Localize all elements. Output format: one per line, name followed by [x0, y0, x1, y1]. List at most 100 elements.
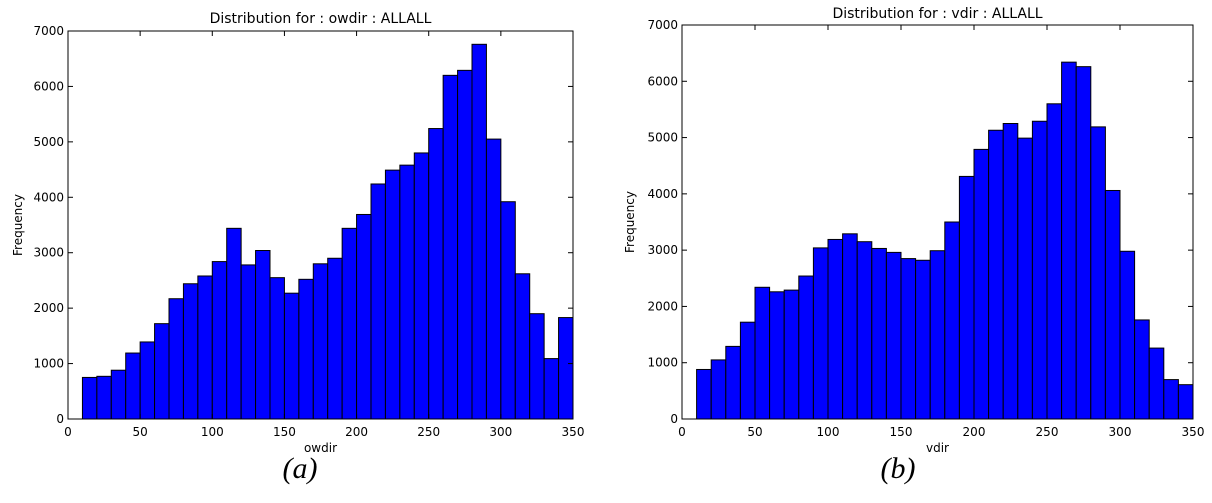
- histogram-bar: [973, 148, 990, 420]
- x-tick-label: 50: [747, 425, 762, 439]
- y-tick-label: 1000: [647, 356, 678, 370]
- histogram-bar: [110, 369, 127, 420]
- bars: [696, 61, 1194, 420]
- y-tick-label: 4000: [647, 187, 678, 201]
- histogram-bar: [754, 286, 771, 420]
- histogram-bar: [514, 273, 531, 420]
- y-tick-label: 6000: [647, 74, 678, 88]
- y-tick-label: 3000: [33, 246, 64, 260]
- histogram-bar: [783, 289, 800, 420]
- histogram-bar: [1177, 384, 1194, 420]
- histogram-bar: [827, 238, 844, 420]
- y-tick-label: 2000: [33, 301, 64, 315]
- histogram-bar: [384, 169, 401, 420]
- histogram-bar: [471, 43, 487, 420]
- histogram-bar: [298, 278, 314, 420]
- histogram-bar: [139, 341, 156, 420]
- histogram-bar: [255, 250, 271, 420]
- histogram-bar: [529, 313, 545, 420]
- x-tick-label: 150: [273, 425, 296, 439]
- histogram-bar: [1119, 250, 1136, 420]
- y-tick-label: 2000: [647, 299, 678, 313]
- histogram-bar: [739, 321, 756, 420]
- histogram-bar: [168, 298, 184, 420]
- histogram-bar: [240, 264, 257, 420]
- histogram-bar: [1090, 126, 1106, 420]
- histogram-bar: [1075, 66, 1092, 420]
- histogram-bar: [885, 251, 902, 420]
- histogram-bar: [696, 368, 712, 420]
- plot-frame: [681, 24, 1194, 420]
- histogram-bar: [485, 138, 502, 420]
- histogram-bar: [710, 359, 727, 420]
- y-tick-label: 0: [56, 412, 64, 426]
- histogram-bar: [283, 292, 300, 420]
- caption-a: (a): [282, 452, 318, 485]
- histogram-bar: [370, 183, 386, 420]
- histogram-bar: [312, 263, 329, 420]
- y-tick-label: 4000: [33, 190, 64, 204]
- histogram-bar: [1002, 123, 1019, 420]
- histogram-bar: [929, 250, 946, 420]
- histogram-bar: [1148, 347, 1165, 420]
- histogram-bar: [812, 247, 829, 420]
- histogram-bar: [96, 375, 112, 420]
- histogram-bar: [958, 175, 975, 420]
- chart-title: Distribution for : owdir : ALLALL: [210, 11, 432, 27]
- histogram-bar: [944, 221, 960, 420]
- histogram-bar: [1031, 120, 1048, 420]
- histogram-bar: [1104, 189, 1121, 420]
- histogram-bar: [988, 129, 1004, 420]
- histogram-bar: [125, 352, 141, 420]
- histogram-bar: [442, 74, 459, 420]
- histogram-bar: [428, 128, 444, 420]
- histogram-bar: [725, 345, 741, 420]
- y-tick-label: 7000: [33, 24, 64, 38]
- x-tick-label: 50: [133, 425, 148, 439]
- owdir-histogram: 0 50 100 150 200 250 300 350 0 1000 2000 3000 4000 50…: [11, 11, 584, 455]
- x-tick-label: 250: [417, 425, 440, 439]
- histogram-bar: [842, 233, 858, 420]
- histogram-bar: [211, 261, 228, 420]
- y-axis-label: Frequency: [11, 194, 25, 256]
- histogram-bar: [1163, 379, 1179, 420]
- histogram-bar: [182, 283, 199, 420]
- y-tick-label: 7000: [647, 18, 678, 32]
- histogram-bar: [1046, 103, 1063, 420]
- histogram-bar: [399, 164, 415, 420]
- caption-b: (b): [880, 452, 916, 485]
- histogram-bar: [457, 69, 473, 420]
- histogram-bar: [558, 317, 574, 420]
- x-tick-label: 300: [489, 425, 512, 439]
- y-tick-label: 5000: [33, 135, 64, 149]
- histogram-bar: [197, 275, 213, 420]
- x-tick-label: 200: [345, 425, 368, 439]
- vdir-histogram: 0 50 100 150 200 250 300 350 0 1000 2000 3000 4000 50…: [623, 6, 1204, 455]
- x-tick-label: 0: [678, 425, 686, 439]
- histogram-bar: [900, 258, 917, 420]
- y-tick-label: 3000: [647, 243, 678, 257]
- y-tick-label: 5000: [647, 131, 678, 145]
- x-tick-label: 350: [562, 425, 585, 439]
- histogram-bar: [327, 257, 343, 420]
- histogram-bar: [1061, 61, 1077, 420]
- y-tick-label: 0: [670, 412, 678, 426]
- bars: [81, 43, 574, 420]
- x-tick-label: 350: [1182, 425, 1205, 439]
- x-tick-label: 0: [64, 425, 72, 439]
- histogram-bar: [226, 227, 242, 420]
- histogram-bar: [413, 152, 430, 420]
- histogram-bar: [915, 259, 931, 420]
- histogram-bar: [856, 241, 873, 420]
- chart-title: Distribution for : vdir : ALLALL: [832, 6, 1042, 22]
- histogram-bar: [500, 201, 516, 420]
- histogram-bar: [356, 213, 372, 420]
- x-axis-label: owdir: [304, 441, 337, 455]
- x-tick-label: 250: [1036, 425, 1059, 439]
- histogram-bar: [154, 323, 170, 420]
- x-tick-label: 300: [1109, 425, 1132, 439]
- histogram-bar: [871, 247, 887, 420]
- histogram-bar: [269, 277, 285, 420]
- y-tick-label: 1000: [33, 357, 64, 371]
